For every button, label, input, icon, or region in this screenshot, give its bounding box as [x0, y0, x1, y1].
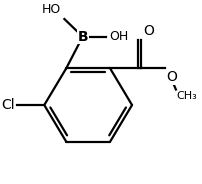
- Text: B: B: [77, 30, 88, 44]
- Text: O: O: [166, 70, 177, 84]
- Text: Cl: Cl: [1, 98, 15, 112]
- Text: O: O: [143, 24, 154, 38]
- Text: HO: HO: [41, 3, 61, 16]
- Text: CH₃: CH₃: [177, 91, 198, 101]
- Text: OH: OH: [109, 30, 128, 43]
